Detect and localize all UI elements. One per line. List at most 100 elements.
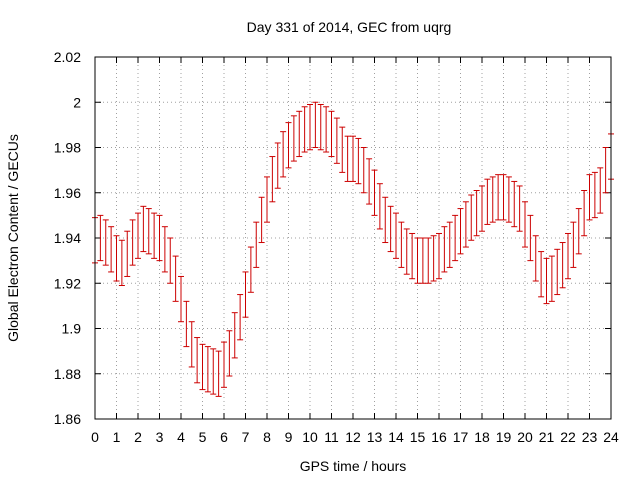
error-bar-point <box>210 348 217 395</box>
error-bar-point <box>285 122 292 169</box>
error-bar-point <box>247 246 254 293</box>
error-bar-point <box>204 346 211 393</box>
error-bar-point <box>382 196 389 244</box>
x-tick-label: 20 <box>517 429 533 445</box>
error-bar-point <box>183 300 190 348</box>
error-bar-point <box>161 226 168 273</box>
x-tick-label: 16 <box>431 429 447 445</box>
error-bar-point <box>527 214 534 262</box>
error-bar-point <box>328 110 335 158</box>
error-bar-point <box>554 248 561 296</box>
error-bar-point <box>129 219 136 266</box>
error-bar-point <box>307 104 313 151</box>
error-bar-point <box>597 167 604 214</box>
error-bar-point <box>274 142 281 189</box>
error-bar-point <box>419 237 426 284</box>
error-bar-point <box>113 235 120 282</box>
error-bar-point <box>393 212 399 259</box>
x-tick-label: 23 <box>582 429 598 445</box>
error-bar-point <box>118 239 125 287</box>
error-bar-point <box>102 219 109 266</box>
x-tick-label: 7 <box>242 429 250 445</box>
x-tick-label: 21 <box>539 429 555 445</box>
y-tick-label: 1.96 <box>54 185 81 201</box>
error-bar-point <box>360 147 367 194</box>
error-bar-point <box>414 237 421 284</box>
y-axis-label: Global Electron Content / GECUs <box>5 134 21 342</box>
error-bar-point <box>484 178 491 225</box>
error-bar-point <box>376 183 383 230</box>
x-tick-label: 8 <box>263 429 271 445</box>
error-bar-point <box>425 237 432 284</box>
x-tick-label: 6 <box>220 429 228 445</box>
error-bar-point <box>237 294 244 341</box>
error-bar-point <box>339 126 346 173</box>
y-tick-label: 1.92 <box>54 275 81 291</box>
error-bar-point <box>312 101 319 148</box>
error-bar-point <box>586 174 593 221</box>
error-bar-point <box>140 205 147 253</box>
error-bar-point <box>479 185 485 232</box>
error-bar-point <box>446 221 453 268</box>
error-bar-point <box>581 189 588 237</box>
error-bar-point <box>409 232 416 280</box>
x-tick-label: 11 <box>324 429 339 445</box>
error-bar-point <box>215 350 222 397</box>
error-bar-point <box>430 235 437 282</box>
error-bar-point <box>350 135 356 182</box>
error-bar-point <box>473 189 480 237</box>
error-bar-point <box>194 337 201 384</box>
error-bar-point <box>172 255 179 302</box>
error-bar-point <box>505 176 512 223</box>
error-bar-point <box>344 135 351 182</box>
error-bar-point <box>548 255 555 302</box>
error-bar-point <box>226 330 233 377</box>
y-tick-label: 1.9 <box>62 321 82 337</box>
x-tick-label: 9 <box>285 429 293 445</box>
x-tick-label: 17 <box>453 429 469 445</box>
error-bar-point <box>178 275 184 323</box>
x-tick-label: 13 <box>367 429 383 445</box>
error-bar-point <box>199 343 206 391</box>
error-bar-point <box>516 185 523 232</box>
y-tick-label: 2 <box>73 94 81 110</box>
error-bar-point <box>167 237 174 284</box>
chart-title: Day 331 of 2014, GEC from uqrg <box>247 19 452 35</box>
error-bar-point <box>457 208 464 255</box>
error-bar-point <box>371 169 378 216</box>
x-tick-label: 22 <box>560 429 576 445</box>
error-bar-point <box>156 214 163 262</box>
x-axis-ticks: 0 1 2 3 4 5 6 7 8 9 10 11 12 13 14 15 16 17 18 19 20 21 22 23 24 <box>91 57 619 445</box>
y-tick-label: 1.98 <box>54 140 81 156</box>
error-bar-point <box>221 341 227 388</box>
error-bar-point <box>452 214 459 262</box>
error-bar-point <box>97 214 104 262</box>
error-bar-point <box>500 174 507 221</box>
x-tick-label: 2 <box>134 429 142 445</box>
error-bar-point <box>398 221 405 268</box>
error-bar-point <box>317 104 324 151</box>
error-bar-point <box>231 312 238 359</box>
error-bar-point <box>242 271 249 318</box>
error-bar-point <box>468 194 475 241</box>
x-tick-label: 12 <box>345 429 361 445</box>
x-tick-label: 4 <box>177 429 185 445</box>
error-bar-point <box>565 232 571 280</box>
error-bar-point <box>489 176 496 223</box>
error-bar-point <box>575 208 582 255</box>
x-tick-label: 14 <box>388 429 404 445</box>
error-bar-point <box>570 221 577 268</box>
plot-frame <box>94 56 612 420</box>
error-bar-point <box>253 221 260 268</box>
error-bar-point <box>538 251 545 298</box>
error-bar-point <box>591 171 598 219</box>
error-bar-point <box>495 174 502 221</box>
error-bar-point <box>135 212 141 259</box>
error-bar-point <box>532 235 539 282</box>
error-bar-point <box>145 208 152 255</box>
error-bar-point <box>280 131 287 178</box>
error-bar-point <box>290 115 297 162</box>
y-tick-label: 2.02 <box>54 49 81 65</box>
